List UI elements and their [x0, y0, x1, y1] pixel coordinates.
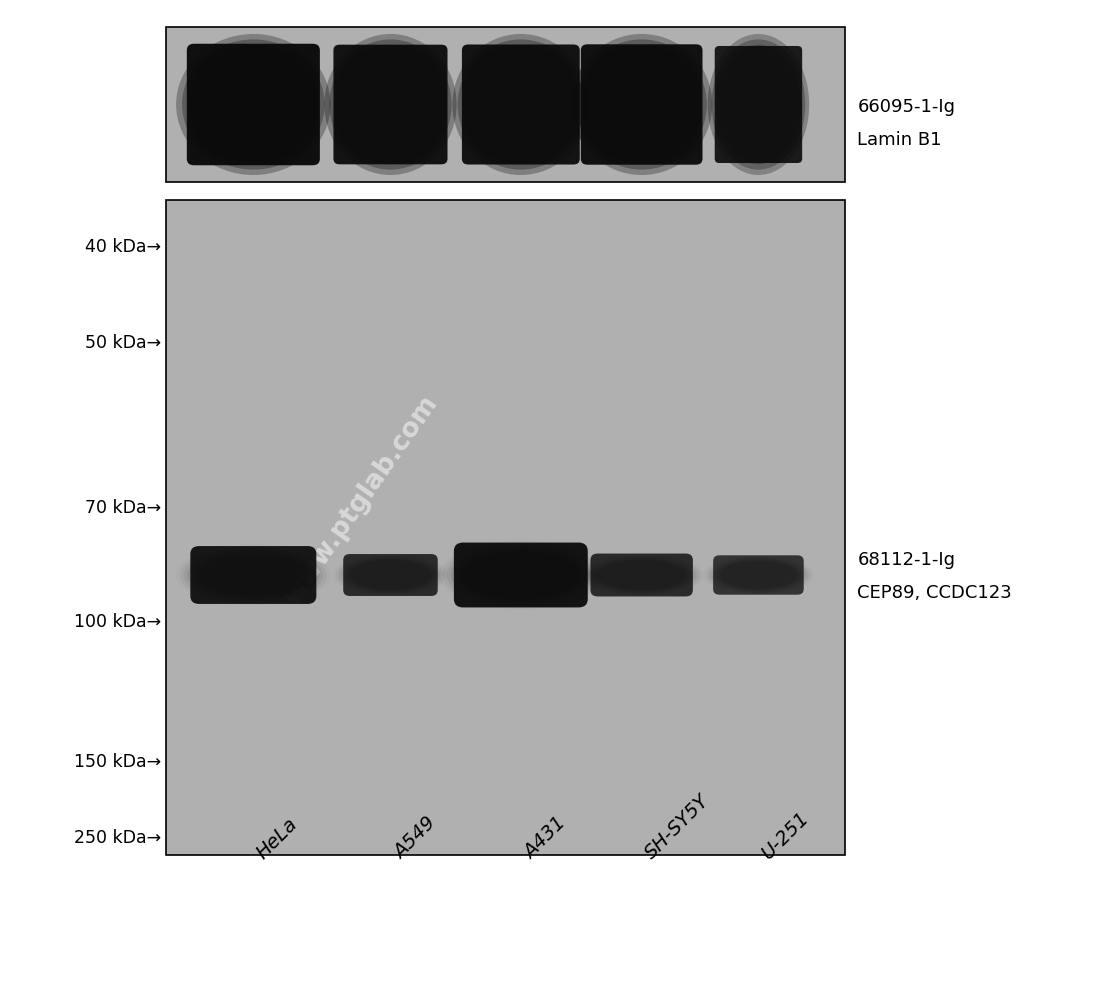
Ellipse shape — [463, 551, 578, 599]
Ellipse shape — [719, 561, 797, 589]
Ellipse shape — [572, 34, 712, 175]
Text: 40 kDa→: 40 kDa→ — [85, 238, 161, 256]
Ellipse shape — [576, 39, 707, 170]
Ellipse shape — [588, 557, 695, 593]
Ellipse shape — [585, 556, 699, 594]
Ellipse shape — [716, 560, 800, 590]
Ellipse shape — [347, 559, 434, 591]
Text: Lamin B1: Lamin B1 — [857, 131, 942, 149]
FancyBboxPatch shape — [713, 555, 804, 595]
Ellipse shape — [581, 45, 702, 164]
Text: 70 kDa→: 70 kDa→ — [84, 499, 161, 517]
Text: U-251: U-251 — [759, 808, 814, 863]
Text: HeLa: HeLa — [253, 815, 302, 863]
Ellipse shape — [452, 34, 589, 175]
Ellipse shape — [334, 45, 447, 164]
FancyBboxPatch shape — [715, 46, 803, 163]
Ellipse shape — [595, 559, 689, 591]
FancyBboxPatch shape — [590, 554, 693, 596]
Text: CEP89, CCDC123: CEP89, CCDC123 — [857, 584, 1012, 602]
Ellipse shape — [454, 548, 587, 602]
Text: 100 kDa→: 100 kDa→ — [73, 613, 161, 631]
Text: A431: A431 — [521, 814, 570, 863]
Text: 68112-1-Ig: 68112-1-Ig — [857, 551, 955, 569]
Ellipse shape — [341, 557, 440, 593]
FancyBboxPatch shape — [166, 27, 845, 182]
Ellipse shape — [184, 548, 323, 602]
Ellipse shape — [187, 550, 320, 600]
FancyBboxPatch shape — [166, 200, 845, 855]
Ellipse shape — [591, 558, 692, 592]
Text: 50 kDa→: 50 kDa→ — [84, 334, 161, 352]
FancyBboxPatch shape — [334, 45, 448, 164]
FancyBboxPatch shape — [454, 543, 588, 607]
Ellipse shape — [349, 560, 431, 590]
Ellipse shape — [712, 39, 805, 170]
FancyBboxPatch shape — [580, 44, 703, 165]
Ellipse shape — [715, 45, 802, 164]
Ellipse shape — [338, 556, 442, 594]
Ellipse shape — [447, 544, 595, 606]
Text: A549: A549 — [391, 814, 439, 863]
Text: www.ptglab.com: www.ptglab.com — [279, 390, 443, 610]
FancyBboxPatch shape — [187, 44, 320, 165]
Ellipse shape — [344, 558, 437, 592]
Ellipse shape — [188, 45, 319, 164]
Text: SH-SY5Y: SH-SY5Y — [642, 791, 714, 863]
Ellipse shape — [199, 554, 308, 596]
Text: 250 kDa→: 250 kDa→ — [73, 829, 161, 847]
Ellipse shape — [324, 34, 457, 175]
Ellipse shape — [451, 546, 591, 604]
Ellipse shape — [714, 559, 803, 591]
Ellipse shape — [195, 552, 312, 597]
Ellipse shape — [711, 558, 806, 592]
FancyBboxPatch shape — [343, 554, 438, 596]
Ellipse shape — [330, 39, 451, 170]
FancyBboxPatch shape — [462, 44, 579, 165]
Ellipse shape — [176, 34, 331, 175]
Text: 66095-1-Ig: 66095-1-Ig — [857, 98, 955, 116]
Ellipse shape — [459, 549, 583, 601]
Ellipse shape — [192, 551, 315, 599]
Text: 150 kDa→: 150 kDa→ — [73, 753, 161, 771]
Ellipse shape — [463, 45, 578, 164]
Ellipse shape — [458, 39, 584, 170]
Ellipse shape — [598, 560, 685, 590]
Ellipse shape — [182, 39, 324, 170]
Ellipse shape — [707, 34, 809, 175]
FancyBboxPatch shape — [191, 546, 316, 604]
